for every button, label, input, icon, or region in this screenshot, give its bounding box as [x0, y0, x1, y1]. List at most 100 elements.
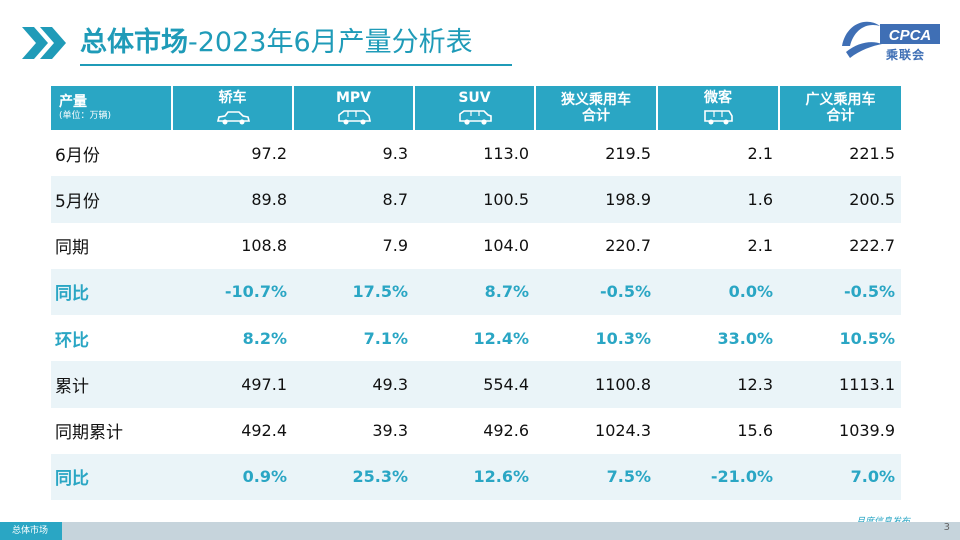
row-label: 同期: [55, 238, 89, 259]
row-label: 5月份: [51, 176, 172, 223]
table-cell: 492.6: [483, 421, 529, 441]
table-cell: 1100.8: [535, 361, 657, 408]
page-title: 总体市场-2023年6月产量分析表: [80, 26, 473, 60]
table-cell: 12.6%: [414, 453, 535, 500]
table-cell: 39.3: [372, 421, 408, 441]
table-cell: 0.9%: [172, 453, 293, 500]
header-minivan: 微客: [657, 86, 780, 130]
table-cell: 49.3: [293, 361, 414, 408]
header-label: 广义乘用车: [805, 92, 876, 108]
row-label: 环比: [55, 330, 89, 351]
table-cell: -10.7%: [172, 268, 293, 315]
header-label: 狭义乘用车: [561, 92, 631, 108]
header-sedan: 轿车: [172, 86, 294, 130]
logo-chinese-name: 乘联会: [886, 48, 926, 62]
header-label: 轿车: [218, 90, 247, 106]
cpca-logo: CPCA: [842, 21, 940, 58]
table-cell: 2.1: [747, 236, 773, 256]
table-row: 同比 0.9% 25.3% 12.6% 7.5% -21.0% 7.0%: [51, 453, 901, 500]
table-cell: 104.0: [483, 236, 529, 256]
header-production-label: 产量: [59, 94, 87, 110]
table-cell: 12.4%: [473, 328, 529, 348]
row-label: 6月份: [55, 145, 100, 166]
footer-tab[interactable]: [66, 522, 138, 540]
table-cell: 113.0: [483, 143, 529, 163]
header-production: 产量 (单位：万辆): [51, 86, 173, 130]
table-cell: 17.5%: [293, 268, 414, 315]
row-label: 累计: [51, 361, 172, 408]
suv-icon: [458, 110, 492, 125]
header-mpv: MPV: [293, 86, 415, 130]
table-cell: 9.3: [382, 143, 408, 163]
mpv-icon: [337, 110, 371, 125]
table-row: 同期累计 492.4 39.3 492.6 1024.3 15.6 1039.9: [51, 408, 901, 454]
table-cell: 7.5%: [535, 453, 657, 500]
table-cell: 1024.3: [595, 421, 651, 441]
table-cell: 221.5: [849, 143, 895, 163]
table-cell: -0.5%: [779, 268, 901, 315]
header-narrow-passenger-total: 狭义乘用车 合计: [535, 86, 658, 130]
table-cell: 8.7: [293, 176, 414, 223]
table-cell: 1039.9: [839, 421, 895, 441]
table-cell: 219.5: [605, 143, 651, 163]
header-unit-label: (单位：万辆): [59, 111, 112, 121]
table-cell: 8.7%: [414, 268, 535, 315]
table-cell: 97.2: [251, 143, 287, 163]
table-row: 5月份 89.8 8.7 100.5 198.9 1.6 200.5: [51, 176, 901, 223]
table-cell: 554.4: [414, 361, 535, 408]
title-bar: 总体市场-2023年6月产量分析表: [22, 14, 960, 74]
logo-text: CPCA: [889, 27, 932, 44]
table-cell: -21.0%: [657, 453, 779, 500]
sedan-icon: [216, 111, 250, 125]
page-title-rest: -2023年6月产量分析表: [188, 27, 473, 58]
row-label: 同比: [51, 453, 172, 500]
table-cell: 200.5: [779, 176, 901, 223]
table-cell: 497.1: [172, 361, 293, 408]
table-cell: 12.3: [657, 361, 779, 408]
footer-tab-overall-market[interactable]: 总体市场: [0, 522, 62, 540]
footer: 月度信息发布 总体市场 3: [0, 517, 960, 540]
header-broad-passenger-total: 广义乘用车 合计: [779, 86, 901, 130]
table-cell: 1113.1: [779, 361, 901, 408]
header-label: 合计: [582, 108, 610, 124]
row-label: 同比: [51, 268, 172, 315]
title-underline: [80, 64, 512, 66]
footer-tab[interactable]: [208, 522, 270, 540]
footer-nav-bar: [0, 522, 960, 540]
header-label: 微客: [704, 90, 732, 106]
header-label: MPV: [335, 90, 372, 106]
table-row: 同比 -10.7% 17.5% 8.7% -0.5% 0.0% -0.5%: [51, 268, 901, 315]
table-cell: 25.3%: [293, 453, 414, 500]
page-title-main: 总体市场: [80, 27, 188, 58]
table-row: 同期 108.8 7.9 104.0 220.7 2.1 222.7: [51, 223, 901, 269]
table-cell: 100.5: [414, 176, 535, 223]
footer-tab[interactable]: [142, 522, 204, 540]
table-cell: 492.4: [241, 421, 287, 441]
table-cell: 222.7: [849, 236, 895, 256]
page-number: 3: [943, 522, 950, 533]
table-cell: 10.5%: [839, 328, 895, 348]
table-row: 累计 497.1 49.3 554.4 1100.8 12.3 1113.1: [51, 361, 901, 408]
table-header-row: 产量 (单位：万辆) 轿车 MPV SUV: [51, 86, 901, 130]
table-row: 6月份 97.2 9.3 113.0 219.5 2.1 221.5: [51, 130, 901, 176]
header-label: SUV: [458, 90, 491, 106]
table-cell: 0.0%: [657, 268, 779, 315]
production-table: 产量 (单位：万辆) 轿车 MPV SUV: [51, 86, 901, 500]
table-cell: 108.8: [241, 236, 287, 256]
table-cell: 10.3%: [595, 328, 651, 348]
table-cell: 15.6: [737, 421, 773, 441]
table-cell: 1.6: [657, 176, 779, 223]
table-cell: 89.8: [172, 176, 293, 223]
table-cell: 33.0%: [717, 328, 773, 348]
table-cell: 7.9: [382, 236, 408, 256]
row-label: 同期累计: [55, 423, 123, 444]
header-suv: SUV: [414, 86, 536, 130]
table-row: 环比 8.2% 7.1% 12.4% 10.3% 33.0% 10.5%: [51, 315, 901, 361]
table-cell: -0.5%: [535, 268, 657, 315]
table-cell: 220.7: [605, 236, 651, 256]
header-label: 合计: [826, 108, 855, 124]
chevron-right-icon: [22, 27, 66, 59]
table-cell: 198.9: [535, 176, 657, 223]
table-cell: 7.0%: [779, 453, 901, 500]
table-cell: 7.1%: [363, 328, 408, 348]
